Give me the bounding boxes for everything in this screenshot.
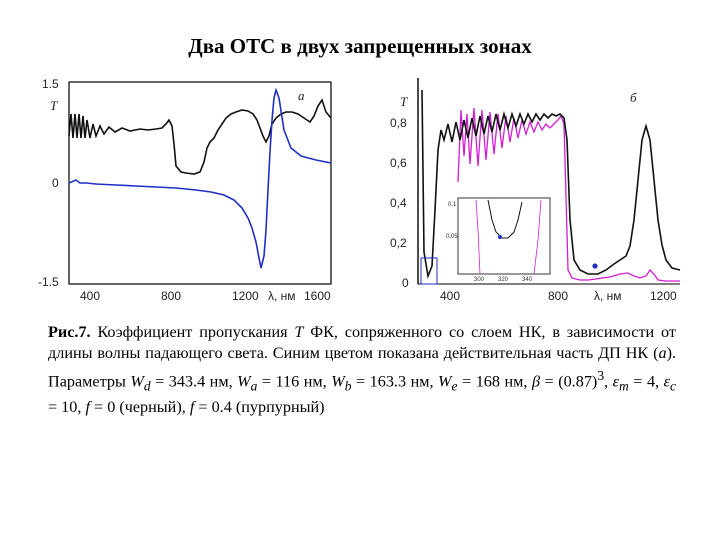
x-axis-unit: λ, нм — [594, 289, 622, 303]
slide-title: Два ОТС в двух запрещенных зонах — [188, 34, 532, 58]
caption-text: ФК, сопряженного со слоем НК, в зависимо… — [48, 323, 676, 363]
caption-value: = 10, — [48, 397, 86, 416]
inset-marker-point — [498, 235, 502, 239]
caption-value: = 343.4 нм, — [150, 372, 238, 391]
caption-value: = 116 нм, — [257, 372, 332, 391]
x-tick-label: 800 — [161, 289, 181, 303]
caption-symbol: β — [531, 372, 541, 391]
y-axis-symbol: T — [400, 94, 408, 109]
curve-transmission-magenta — [457, 107, 680, 282]
inset-frame — [457, 197, 551, 275]
caption-subscript: d — [143, 378, 151, 394]
caption-symbol: W — [130, 372, 144, 391]
caption-subscript: e — [451, 378, 458, 394]
y-tick-label: 0,6 — [390, 156, 407, 170]
caption-value: = 4, — [628, 372, 664, 391]
curve-transmission-black — [68, 98, 332, 175]
caption-subscript: c — [670, 378, 676, 394]
x-axis-unit: λ, нм — [268, 289, 296, 303]
y-tick-label: 0 — [402, 276, 409, 290]
caption-text: Коэффициент пропускания — [90, 323, 295, 341]
caption-symbol: W — [237, 372, 251, 391]
caption-symbol: T — [294, 323, 304, 341]
zoom-region-box — [420, 257, 438, 285]
chart-panel-a: 1.5 0 -1.5 T 400 800 1200 λ, нм 1600 a — [38, 77, 332, 303]
panel-tag-a: a — [298, 88, 305, 103]
caption-subscript: b — [344, 378, 352, 394]
x-tick-label: 400 — [80, 289, 100, 303]
caption-symbol: a — [658, 344, 667, 363]
y-tick-label: 0,2 — [390, 236, 407, 250]
inset-x-tick-label: 320 — [498, 277, 509, 283]
panel-tag-b: б — [630, 90, 637, 105]
caption-symbol: ε — [663, 372, 670, 391]
curve-permittivity-blue — [68, 87, 332, 269]
y-tick-label: 0,4 — [390, 196, 407, 210]
x-tick-label: 400 — [440, 289, 460, 303]
inset-plot: 0,1 0,05 300 320 340 — [446, 197, 551, 283]
chart-panel-b: 0,8 0,6 0,4 0,2 0 T 400 800 λ, нм 1200 б… — [390, 78, 681, 303]
caption-subscript: a — [250, 378, 258, 394]
inset-y-tick-label: 0,1 — [448, 202, 457, 208]
caption-value: = 0 (черный), — [89, 397, 190, 416]
caption-symbol: ε — [612, 372, 620, 391]
x-tick-label: 1200 — [232, 289, 259, 303]
inset-curve-black — [487, 199, 523, 239]
y-axis-symbol: T — [50, 98, 58, 113]
inset-y-tick-label: 0,05 — [446, 234, 458, 240]
marker-point — [592, 263, 598, 269]
y-tick-label: -1.5 — [38, 275, 59, 289]
caption-value: = (0.87) — [540, 372, 598, 391]
figure-caption: Рис.7. Коэффициент пропускания T ФК, соп… — [48, 322, 676, 418]
caption-value: = 168 нм, — [457, 372, 532, 391]
inset-curve-magenta — [475, 199, 542, 275]
caption-value: = 0.4 (пурпурный) — [194, 397, 325, 416]
inset-x-tick-label: 340 — [522, 277, 533, 283]
x-tick-label: 1600 — [304, 289, 331, 303]
y-tick-label: 0 — [52, 176, 59, 190]
x-tick-label: 800 — [548, 289, 568, 303]
y-tick-label: 1.5 — [42, 77, 59, 91]
inset-x-tick-label: 300 — [474, 277, 485, 283]
x-tick-label: 1200 — [650, 289, 677, 303]
caption-symbol: W — [331, 372, 345, 391]
caption-symbol: W — [438, 372, 452, 391]
caption-superscript: 3 — [597, 367, 605, 383]
caption-symbol: f — [189, 397, 195, 416]
caption-subscript: m — [619, 378, 629, 394]
caption-text: ). Параметры — [48, 344, 676, 391]
caption-label: Рис.7. — [48, 323, 91, 341]
caption-text: , — [604, 372, 613, 391]
y-tick-label: 0,8 — [390, 116, 407, 130]
curve-transmission-black — [421, 89, 681, 279]
caption-value: = 163.3 нм, — [351, 372, 439, 391]
caption-symbol: f — [85, 397, 90, 416]
